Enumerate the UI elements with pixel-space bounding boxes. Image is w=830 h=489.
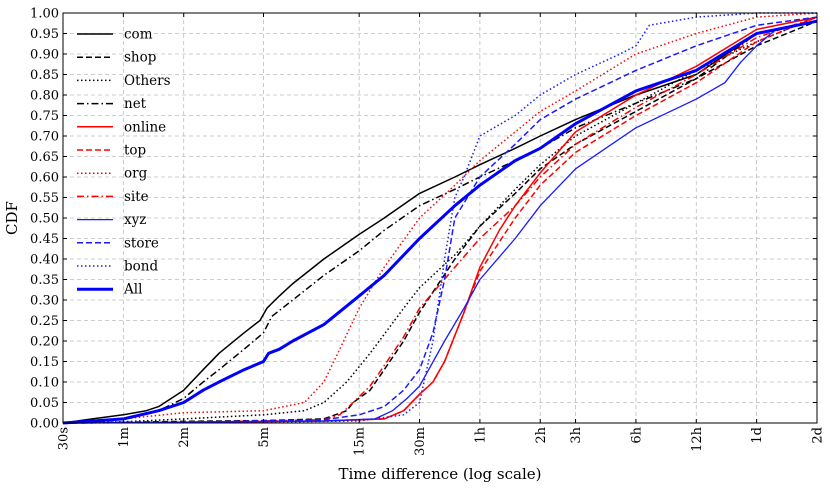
y-tick-label: 0.75	[30, 109, 59, 124]
x-tick-label: 2h	[534, 426, 549, 443]
x-tick-label: 1m	[117, 427, 132, 448]
legend-label-online: online	[124, 119, 166, 135]
y-tick-label: 0.35	[30, 273, 59, 288]
y-tick-label: 0.65	[30, 150, 59, 165]
series-line-org	[62, 12, 818, 424]
y-tick-label: 0.95	[30, 27, 59, 42]
x-tick-label: 6h	[629, 426, 644, 443]
x-tick-label: 1h	[473, 426, 488, 443]
x-tick-label: 2d	[811, 427, 826, 444]
series-line-com	[62, 20, 818, 424]
x-tick-labels: 30s 1m 2m 5m 15m 30m 1h 2h 3h 6h 12h 1d 2d	[57, 426, 826, 455]
y-tick-label: 0.15	[30, 355, 59, 370]
x-tick-label: 30m	[413, 427, 428, 456]
series-line-site	[62, 16, 818, 424]
legend: com shop Others net online top org site xyz store…	[77, 27, 171, 298]
x-tick-label: 3h	[569, 426, 584, 443]
y-tick-label: 0.30	[30, 294, 59, 309]
legend-label-net: net	[124, 96, 147, 112]
legend-label-top: top	[124, 143, 146, 159]
y-tick-label: 0.70	[30, 130, 59, 145]
legend-label-com: com	[124, 27, 153, 43]
y-tick-label: 1.00	[30, 7, 59, 22]
series-lines	[62, 12, 818, 425]
y-tick-label: 0.55	[30, 191, 59, 206]
legend-label-others: Others	[124, 73, 171, 89]
y-tick-label: 0.05	[30, 396, 59, 411]
series-line-store	[62, 16, 818, 424]
y-tick-label: 0.85	[30, 68, 59, 83]
y-axis-title: CDF	[3, 201, 21, 235]
x-axis-title: Time difference (log scale)	[339, 465, 542, 483]
series-line-bond	[62, 12, 817, 424]
y-tick-label: 0.80	[30, 89, 59, 104]
legend-label-all: All	[123, 282, 142, 298]
legend-label-shop: shop	[124, 50, 156, 66]
series-line-all	[62, 19, 818, 425]
x-tick-label: 30s	[57, 427, 72, 450]
y-tick-label: 0.40	[30, 253, 59, 268]
y-tick-label: 0.60	[30, 171, 59, 186]
series-line-net	[62, 20, 818, 424]
legend-label-site: site	[124, 189, 149, 205]
x-tick-label: 1d	[750, 427, 765, 444]
legend-label-org: org	[124, 166, 148, 182]
y-tick-label: 0.00	[30, 417, 59, 432]
x-tick-label: 15m	[353, 427, 368, 456]
y-tick-label: 0.50	[30, 212, 59, 227]
y-tick-label: 0.20	[30, 335, 59, 350]
y-tick-label: 0.45	[30, 232, 59, 247]
series-line-xyz	[62, 20, 818, 424]
x-tick-label: 5m	[257, 427, 272, 448]
y-tick-label: 0.25	[30, 314, 59, 329]
legend-label-bond: bond	[124, 259, 158, 275]
legend-label-xyz: xyz	[124, 212, 146, 228]
series-line-others	[62, 16, 818, 424]
legend-label-store: store	[124, 235, 159, 251]
y-tick-labels: 0.00 0.05 0.10 0.15 0.20 0.25 0.30 0.35 0.40 0.45…	[30, 7, 59, 432]
axis-ticks	[62, 12, 818, 424]
y-tick-label: 0.10	[30, 376, 59, 391]
x-tick-label: 12h	[690, 426, 705, 452]
x-tick-label: 2m	[177, 427, 192, 448]
y-tick-label: 0.90	[30, 48, 59, 63]
